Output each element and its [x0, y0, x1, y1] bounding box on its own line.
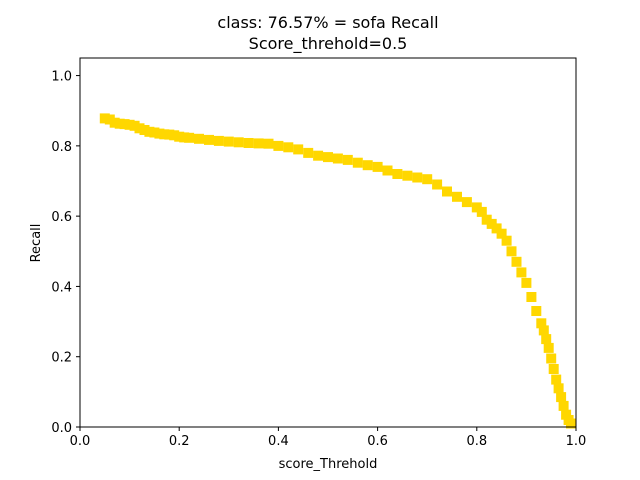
- data-point: [536, 318, 547, 329]
- data-point: [223, 136, 234, 147]
- data-point: [541, 334, 552, 345]
- data-point: [491, 223, 502, 234]
- data-point: [476, 206, 487, 217]
- x-tick-label: 0.2: [169, 434, 190, 449]
- y-tick-label: 0.2: [51, 351, 72, 366]
- x-tick-label: 0.0: [70, 434, 91, 449]
- data-points: [99, 113, 576, 429]
- data-point: [402, 170, 413, 181]
- data-point: [538, 325, 549, 336]
- y-tick-label: 0.8: [51, 140, 72, 155]
- data-point: [558, 400, 569, 411]
- data-point: [382, 165, 393, 176]
- data-point: [293, 144, 304, 155]
- data-point: [263, 138, 274, 149]
- data-point: [184, 132, 195, 143]
- data-point: [332, 153, 343, 164]
- data-point: [442, 186, 452, 197]
- data-point: [501, 235, 512, 246]
- data-point: [556, 392, 567, 403]
- chart-title: class: 76.57% = sofa Recall: [217, 13, 438, 32]
- x-axis: 0.0 0.2 0.4 0.6 0.8 1.0: [70, 427, 587, 449]
- data-point: [526, 292, 537, 302]
- data-point: [551, 374, 562, 385]
- data-point: [546, 353, 557, 364]
- x-tick-label: 1.0: [566, 434, 587, 449]
- data-point: [372, 161, 383, 172]
- data-point: [342, 154, 353, 165]
- y-tick-label: 0.0: [51, 421, 72, 436]
- y-tick-label: 0.4: [51, 280, 72, 295]
- y-axis: 0.0 0.2 0.4 0.6 0.8 1.0: [51, 70, 80, 436]
- data-point: [213, 135, 224, 146]
- data-point: [531, 306, 542, 316]
- data-point: [273, 140, 284, 151]
- data-point: [452, 191, 462, 202]
- data-point: [283, 142, 294, 153]
- data-point: [204, 134, 214, 145]
- data-point: [566, 418, 576, 429]
- data-point: [194, 133, 204, 144]
- data-point: [506, 246, 517, 257]
- data-point: [313, 150, 324, 161]
- data-point: [303, 147, 314, 158]
- y-axis-label: Recall: [29, 224, 44, 263]
- data-point: [422, 174, 433, 185]
- y-tick-label: 1.0: [51, 70, 72, 85]
- data-point: [543, 342, 554, 353]
- x-tick-label: 0.8: [466, 434, 487, 449]
- data-point: [516, 267, 527, 278]
- data-point: [496, 228, 507, 239]
- data-point: [432, 179, 443, 190]
- y-tick-label: 0.6: [51, 210, 72, 225]
- data-point: [253, 138, 264, 149]
- plot-frame: [79, 57, 577, 428]
- data-point: [352, 157, 363, 168]
- data-point: [412, 172, 423, 183]
- x-tick-label: 0.6: [367, 434, 388, 449]
- data-point: [553, 383, 564, 394]
- data-point: [561, 409, 572, 420]
- chart-subtitle: Score_threhold=0.5: [249, 34, 408, 54]
- x-axis-label: score_Threhold: [279, 457, 378, 472]
- data-point: [548, 364, 559, 374]
- data-point: [461, 197, 472, 208]
- data-point: [323, 152, 333, 163]
- data-point: [362, 160, 373, 171]
- data-point: [243, 138, 254, 148]
- data-point: [392, 169, 403, 179]
- x-tick-label: 0.4: [268, 434, 289, 449]
- data-point: [521, 277, 532, 288]
- data-point: [233, 137, 244, 148]
- data-point: [511, 256, 522, 267]
